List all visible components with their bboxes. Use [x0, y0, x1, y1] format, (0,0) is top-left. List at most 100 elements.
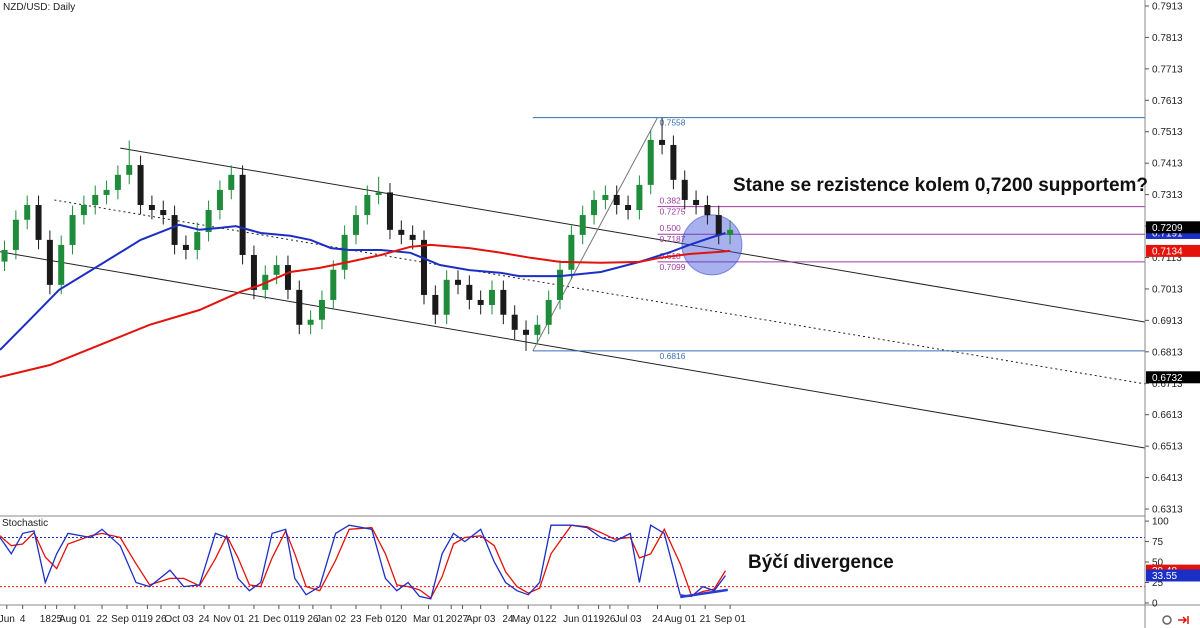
x-tick-label: 19: [593, 614, 605, 625]
chart-title: NZD/USD: Daily: [3, 2, 75, 13]
candle-body: [704, 204, 711, 216]
candle-body: [443, 279, 450, 315]
x-tick-label: Sep 01: [714, 614, 746, 625]
x-tick-label: 26: [307, 614, 319, 625]
candle-body: [352, 215, 359, 235]
candle-body: [1, 249, 8, 262]
candle-body: [58, 244, 65, 285]
price-marker: [1146, 569, 1200, 582]
candle-body: [24, 204, 31, 220]
pane-title-bg: [0, 517, 42, 529]
candle-body: [12, 219, 19, 250]
y-tick-label: 75: [1152, 537, 1164, 548]
x-tick-label: 20: [446, 614, 458, 625]
price-marker: [1146, 244, 1200, 257]
x-tick-label: Jun: [0, 614, 15, 625]
candle-body: [523, 329, 530, 335]
x-tick-label: Aug 01: [59, 614, 91, 625]
x-tick-label: 26: [155, 614, 167, 625]
x-tick-label: 23: [350, 614, 362, 625]
x-tick-label: 19: [294, 614, 306, 625]
x-tick-label: Dec 01: [263, 614, 295, 625]
x-tick-label: 19: [142, 614, 154, 625]
plot-layer: 0.75580.3820.72750.5000.71870.6180.70990…: [0, 117, 1146, 600]
price-marker-label: 0.6732: [1152, 373, 1183, 384]
candle-body: [375, 192, 382, 195]
candle-body: [80, 204, 87, 216]
candle-body: [557, 269, 564, 300]
candle-body: [432, 294, 439, 315]
divergence-line: [680, 588, 728, 599]
x-tick-label: 20: [396, 614, 408, 625]
candle-body: [205, 210, 212, 233]
candle-body: [296, 289, 303, 325]
candle-body: [647, 139, 654, 185]
y-tick-label: 0.7913: [1152, 1, 1183, 12]
candle-body: [727, 229, 734, 235]
moving-average: [0, 223, 726, 351]
candle-body: [364, 194, 371, 216]
y-tick-label: 0.6713: [1152, 379, 1183, 390]
candle-body: [715, 215, 722, 235]
y-tick-label: 0.6313: [1152, 505, 1183, 516]
title-bg: [0, 1, 62, 14]
x-tick-label: 18: [40, 614, 52, 625]
y-tick-label: 0.7113: [1152, 253, 1182, 264]
scroll-icon[interactable]: [1178, 616, 1189, 624]
y-tick-label: 0.6913: [1152, 316, 1183, 327]
candle-body: [602, 194, 609, 200]
y-tick-label: 0: [1152, 598, 1158, 609]
candle-body: [455, 279, 461, 285]
y-tick-label: 0.7313: [1152, 190, 1183, 201]
candle-body: [636, 184, 643, 211]
trend-line: [54, 199, 1146, 385]
candle-body: [126, 165, 133, 175]
x-tick-label: 22: [545, 614, 557, 625]
candle-body: [284, 265, 291, 290]
price-marker: [1146, 371, 1200, 384]
candle-body: [511, 314, 518, 330]
candle-body: [591, 199, 598, 216]
x-tick-label: Oct 03: [164, 614, 194, 625]
y-tick-label: 25: [1152, 578, 1164, 589]
candle-body: [228, 174, 235, 190]
y-tick-label: 0.7813: [1152, 33, 1183, 44]
candle-body: [182, 244, 189, 250]
x-tick-label: 24: [198, 614, 210, 625]
candle-body: [69, 215, 76, 245]
candle-body: [398, 229, 405, 235]
x-tick-label: 21: [700, 614, 712, 625]
candle-body: [500, 289, 507, 315]
candle-body: [466, 284, 473, 300]
x-tick-label: Jun 01: [563, 614, 593, 625]
x-tick-label: Sep 01: [111, 614, 143, 625]
price-marker-label: 0.7191: [1152, 228, 1183, 239]
stochastic-line: [0, 524, 727, 599]
x-tick-label: 24: [502, 614, 514, 625]
y-tick-label: 100: [1152, 517, 1169, 528]
toolbar-icons[interactable]: [1162, 615, 1189, 625]
price-marker-label: 0.7134: [1152, 246, 1183, 257]
x-tick-label: Mar 01: [413, 614, 445, 625]
settings-icon[interactable]: [1162, 615, 1172, 625]
x-tick-label: 4: [20, 614, 26, 625]
candle-body: [148, 204, 155, 211]
candle-body: [568, 234, 575, 270]
x-tick-label: Apr 03: [466, 614, 496, 625]
fib-price: 0.7558: [660, 118, 686, 128]
candle-body: [534, 324, 541, 335]
fib-ratio: 0.500: [660, 223, 682, 233]
x-tick-label: Aug 01: [664, 614, 696, 625]
x-tick-label: Feb 01: [365, 614, 397, 625]
y-tick-label: 0.7713: [1152, 64, 1183, 75]
candle-body: [307, 319, 314, 325]
x-tick-label: Jul 03: [615, 614, 642, 625]
x-tick-label: 21: [248, 614, 260, 625]
candle-body: [409, 234, 416, 240]
candle-body: [273, 265, 280, 275]
candle-body: [545, 299, 552, 325]
candle-body: [137, 165, 144, 205]
candle-body: [330, 269, 337, 300]
fib-price: 0.6816: [660, 351, 686, 361]
